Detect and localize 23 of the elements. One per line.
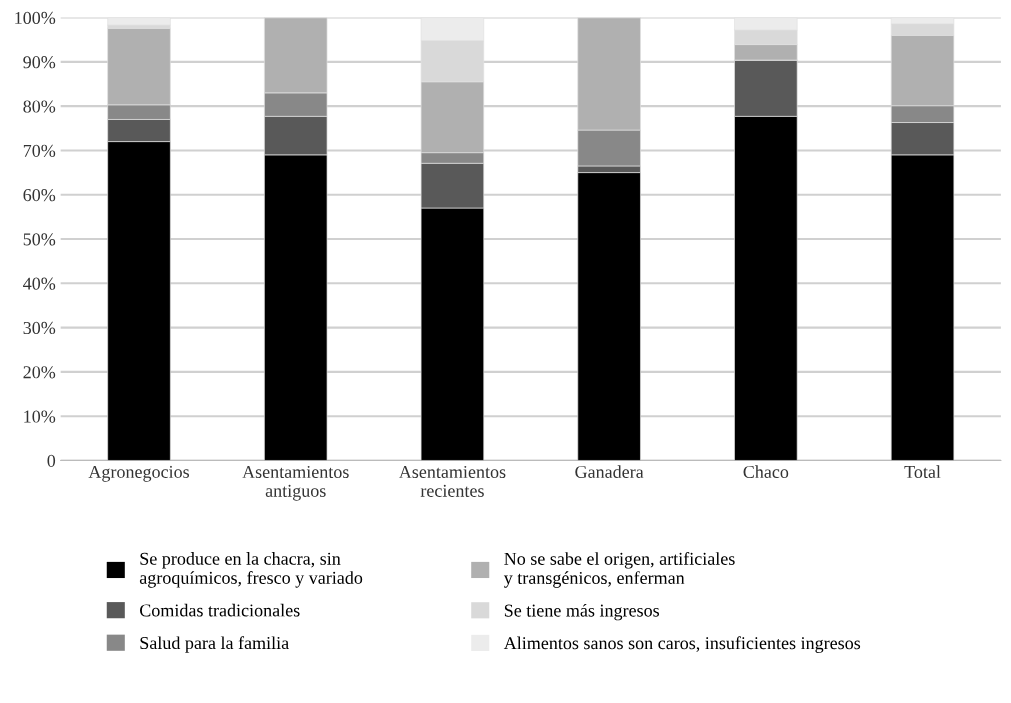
legend-label: Salud para la familia (140, 636, 289, 653)
x-tick-label: Asentamientos antiguos (242, 465, 349, 501)
y-tick-label: 30% (23, 321, 56, 335)
y-tick-label: 0 (47, 454, 56, 467)
y-tick-label: 20% (23, 366, 56, 379)
legend-label: No se sabe el origen, artificiales y transgénicos, enferman (503, 552, 735, 588)
y-tick-label: 80% (23, 100, 56, 113)
x-tick-label: Ganadera (575, 465, 644, 479)
legend-label: Se tiene más ingresos (504, 603, 660, 621)
x-tick-label: Total (904, 465, 941, 479)
legend-label: Se produce en la chacra, sin agroquímicos, fresco y variado (139, 552, 363, 588)
x-tick-label: Chaco (743, 465, 789, 479)
y-tick-label: 50% (23, 233, 56, 246)
y-tick-label: 40% (23, 277, 56, 290)
y-tick-label: 100% (15, 11, 56, 25)
legend-label: Comidas tradicionales (140, 603, 300, 617)
y-tick-label: 70% (23, 144, 56, 157)
legend-label: Alimentos sanos son caros, insuficientes ingresos (503, 636, 861, 653)
x-tick-label: Agronegocios (88, 465, 189, 482)
y-tick-label: 10% (24, 410, 56, 423)
x-tick-label: Asentamientos recientes (398, 465, 506, 497)
y-tick-label: 60% (23, 188, 56, 202)
y-tick-label: 90% (23, 56, 56, 69)
